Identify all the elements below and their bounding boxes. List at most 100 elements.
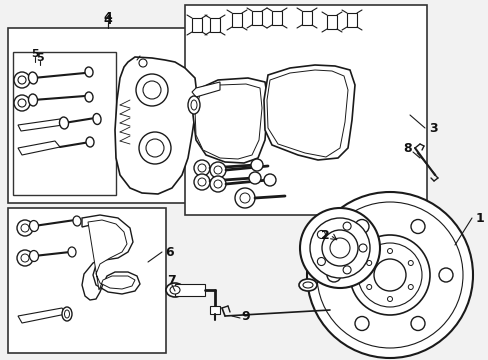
Circle shape xyxy=(198,164,205,172)
Circle shape xyxy=(317,257,325,266)
Circle shape xyxy=(18,76,26,84)
Ellipse shape xyxy=(165,283,183,297)
Circle shape xyxy=(354,316,368,330)
Circle shape xyxy=(343,266,350,274)
Ellipse shape xyxy=(73,216,81,226)
Ellipse shape xyxy=(303,282,312,288)
Circle shape xyxy=(194,160,209,176)
Text: 5: 5 xyxy=(36,53,44,63)
Circle shape xyxy=(386,248,392,253)
Polygon shape xyxy=(18,119,63,131)
Ellipse shape xyxy=(28,94,38,106)
Circle shape xyxy=(139,132,171,164)
Circle shape xyxy=(410,220,424,234)
Ellipse shape xyxy=(64,310,69,318)
Circle shape xyxy=(343,222,350,230)
Circle shape xyxy=(139,59,147,67)
Text: 4: 4 xyxy=(103,14,112,27)
Circle shape xyxy=(18,99,26,107)
Circle shape xyxy=(306,192,472,358)
Circle shape xyxy=(214,180,222,188)
Text: 3: 3 xyxy=(428,122,436,135)
Circle shape xyxy=(14,72,30,88)
Ellipse shape xyxy=(85,92,93,102)
Ellipse shape xyxy=(85,67,93,77)
Ellipse shape xyxy=(191,100,197,110)
Bar xyxy=(184,5,426,215)
Polygon shape xyxy=(264,65,354,160)
Circle shape xyxy=(366,284,371,289)
Circle shape xyxy=(358,244,366,252)
Text: 2: 2 xyxy=(320,229,329,242)
Circle shape xyxy=(142,81,161,99)
Text: 1: 1 xyxy=(475,212,484,225)
Bar xyxy=(8,208,165,353)
Text: 4: 4 xyxy=(103,10,112,23)
Bar xyxy=(13,52,116,195)
Ellipse shape xyxy=(60,117,68,129)
Circle shape xyxy=(317,230,325,238)
Text: 7: 7 xyxy=(167,274,176,287)
Circle shape xyxy=(194,174,209,190)
Bar xyxy=(8,28,201,203)
Polygon shape xyxy=(82,215,140,300)
Circle shape xyxy=(17,220,33,236)
Bar xyxy=(231,13,242,27)
Circle shape xyxy=(214,166,222,174)
Circle shape xyxy=(198,178,205,186)
Circle shape xyxy=(349,235,429,315)
Ellipse shape xyxy=(187,96,200,114)
Circle shape xyxy=(14,95,30,111)
Polygon shape xyxy=(192,82,220,97)
Polygon shape xyxy=(115,57,197,194)
Circle shape xyxy=(410,316,424,330)
Ellipse shape xyxy=(62,307,72,321)
Circle shape xyxy=(366,261,371,266)
Circle shape xyxy=(21,254,29,262)
Circle shape xyxy=(146,139,163,157)
Circle shape xyxy=(264,174,275,186)
Polygon shape xyxy=(195,84,262,159)
Text: 8: 8 xyxy=(403,141,411,154)
Polygon shape xyxy=(18,141,60,155)
Circle shape xyxy=(407,284,412,289)
Ellipse shape xyxy=(29,251,39,261)
Polygon shape xyxy=(193,78,267,163)
Circle shape xyxy=(321,230,357,266)
Circle shape xyxy=(357,243,421,307)
Bar xyxy=(271,11,282,25)
Bar xyxy=(326,15,336,29)
Circle shape xyxy=(209,176,225,192)
Text: 6: 6 xyxy=(165,246,174,258)
Circle shape xyxy=(235,188,254,208)
Ellipse shape xyxy=(29,221,39,231)
Circle shape xyxy=(386,297,392,302)
Ellipse shape xyxy=(28,72,38,84)
Ellipse shape xyxy=(86,137,94,147)
Polygon shape xyxy=(88,220,135,290)
Circle shape xyxy=(240,193,249,203)
Circle shape xyxy=(407,261,412,266)
Circle shape xyxy=(248,172,261,184)
Ellipse shape xyxy=(93,113,101,125)
Circle shape xyxy=(373,259,405,291)
Circle shape xyxy=(299,208,379,288)
Circle shape xyxy=(209,162,225,178)
Ellipse shape xyxy=(298,279,316,291)
Circle shape xyxy=(21,224,29,232)
Text: 5: 5 xyxy=(31,49,39,59)
Polygon shape xyxy=(18,308,66,323)
Circle shape xyxy=(136,74,168,106)
Ellipse shape xyxy=(68,247,76,257)
Circle shape xyxy=(17,250,33,266)
Ellipse shape xyxy=(170,286,180,294)
Circle shape xyxy=(329,238,349,258)
Circle shape xyxy=(309,218,369,278)
Bar xyxy=(192,18,202,32)
Circle shape xyxy=(354,220,368,234)
Bar xyxy=(209,306,220,314)
Bar xyxy=(209,18,220,32)
Bar xyxy=(346,13,356,27)
Circle shape xyxy=(316,202,462,348)
Bar xyxy=(175,284,204,296)
